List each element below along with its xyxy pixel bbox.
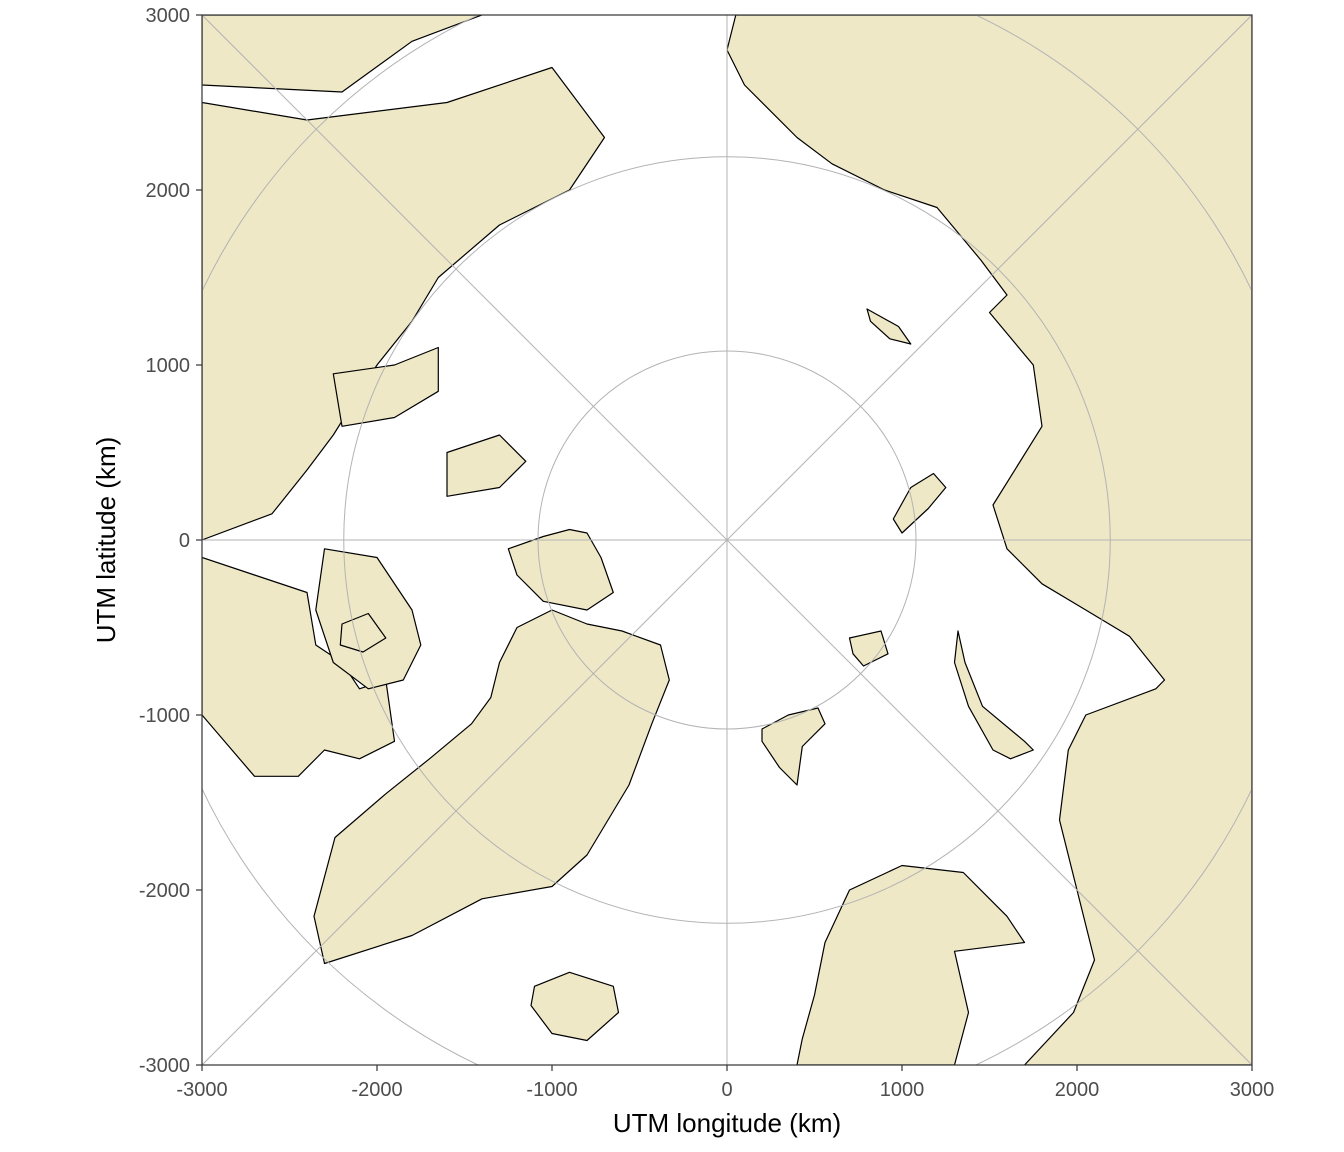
land-severnaya-zemlya (892, 472, 947, 534)
land-canada-west-mainland (202, 556, 396, 777)
x-tick-label: -2000 (351, 1079, 402, 1101)
land-banks-victoria-islands (332, 346, 439, 427)
land-alaska-canada-mainland (202, 66, 606, 541)
land-layer (202, 15, 1252, 1065)
land-eurasia-russia (726, 15, 1252, 1065)
land-greenland (313, 609, 670, 965)
land-north-america (202, 15, 483, 93)
land-iceland (530, 971, 620, 1042)
land-parry-islands (446, 434, 527, 497)
graticule-meridian-135 (202, 15, 1252, 1065)
x-tick-label: -1000 (526, 1079, 577, 1101)
y-tick-label: -1000 (139, 705, 190, 727)
y-tick-label: 1000 (146, 355, 191, 377)
y-axis-title: UTM latitude (km) (91, 437, 121, 644)
land-ellesmere-island (507, 528, 614, 611)
land-novaya-zemlya (953, 630, 1034, 760)
y-tick-label: 3000 (146, 5, 191, 27)
x-axis-title: UTM longitude (km) (613, 1108, 841, 1138)
y-tick-label: -3000 (139, 1055, 190, 1077)
x-tick-label: 2000 (1055, 1079, 1100, 1101)
x-tick-label: -3000 (176, 1079, 227, 1101)
x-tick-label: 0 (721, 1079, 732, 1101)
y-tick-label: -2000 (139, 880, 190, 902)
land-scandinavia (796, 864, 1026, 1065)
land-svalbard (761, 707, 826, 786)
y-tick-label: 2000 (146, 180, 191, 202)
x-tick-label: 1000 (880, 1079, 925, 1101)
x-tick-label: 3000 (1230, 1079, 1275, 1101)
ticks-layer: -3000 -2000 -1000 0 1000 2000 3000 3000 2000 1000… (139, 5, 1274, 1101)
y-tick-label: 0 (179, 530, 190, 552)
land-new-siberian-islands (866, 308, 912, 345)
land-franz-josef-land (848, 630, 889, 667)
land-southampton-island (339, 612, 387, 653)
